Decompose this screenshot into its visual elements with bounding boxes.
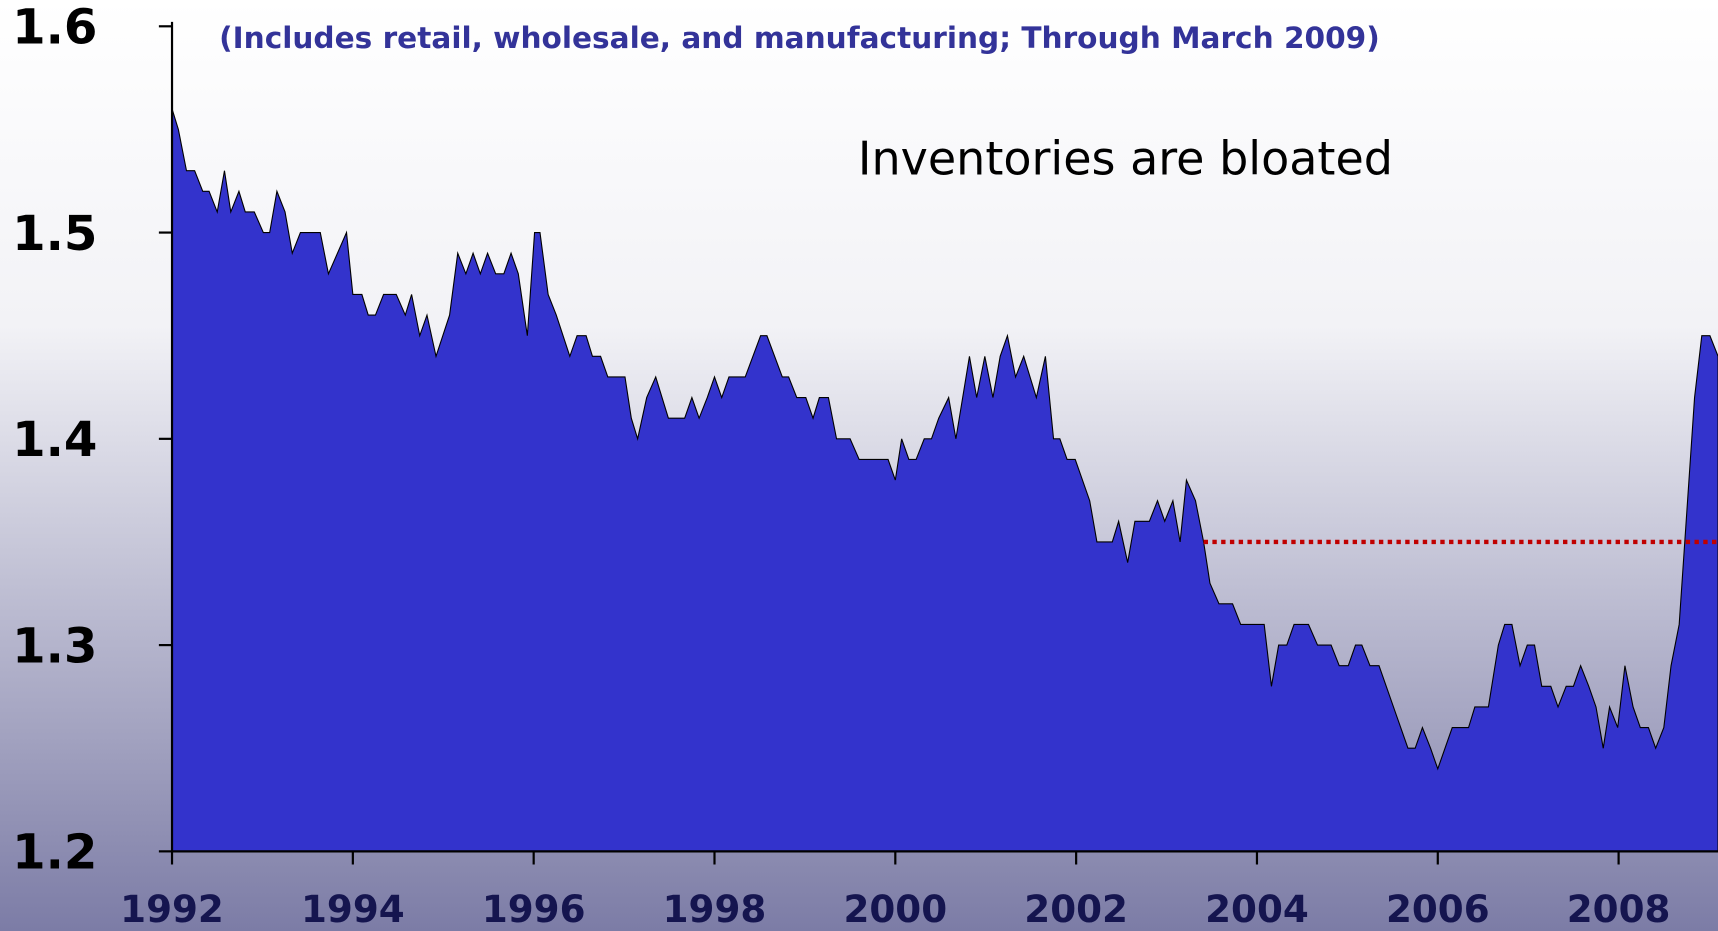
x-tick-label: 2006 — [1386, 887, 1490, 931]
x-tick-label: 2004 — [1205, 887, 1309, 931]
annotation: Inventories are bloated — [858, 132, 1393, 186]
x-tick-label: 1998 — [663, 887, 767, 931]
x-tick-label: 1992 — [120, 887, 224, 931]
y-tick-label: 1.6 — [12, 0, 97, 56]
x-tick-label: 2008 — [1567, 887, 1671, 931]
plot-area: (Includes retail, wholesale, and manufac… — [12, 0, 1718, 931]
y-tick-label: 1.3 — [12, 618, 97, 674]
subtitle: (Includes retail, wholesale, and manufac… — [219, 21, 1380, 55]
area — [171, 108, 1718, 852]
x-tick-label: 2002 — [1024, 887, 1128, 931]
x-tick-label: 1994 — [301, 887, 405, 931]
x-tick-label: 1996 — [482, 887, 586, 931]
x-tick-label: 2000 — [843, 887, 947, 931]
y-tick-label: 1.2 — [12, 825, 97, 881]
y-tick-label: 1.5 — [12, 206, 97, 262]
y-tick-label: 1.4 — [12, 412, 97, 468]
